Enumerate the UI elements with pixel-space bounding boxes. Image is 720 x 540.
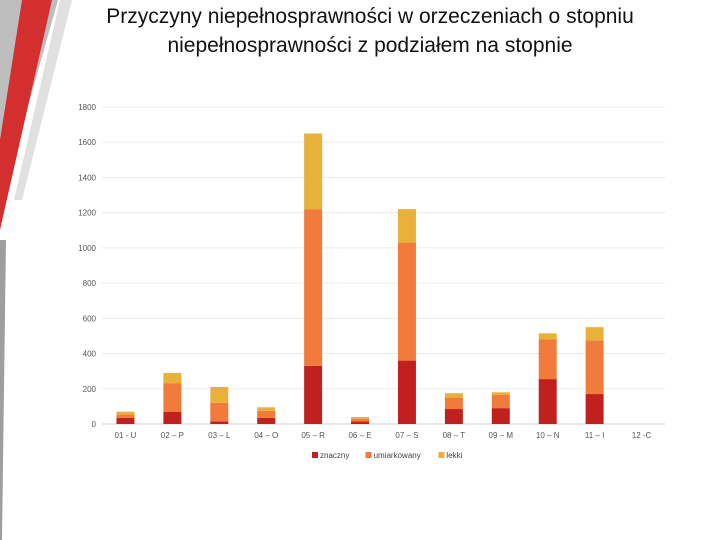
bar-segment-lekki	[257, 407, 276, 411]
bar-segment-znaczny	[351, 421, 370, 424]
bar-segment-umiarkowany	[351, 418, 370, 422]
y-tick-label: 1600	[78, 138, 96, 147]
bar-segment-lekki	[444, 393, 463, 398]
bar-segment-lekki	[351, 416, 370, 419]
y-tick-label: 1000	[78, 244, 96, 253]
bar-segment-znaczny	[444, 409, 463, 424]
bar-segment-lekki	[210, 387, 229, 403]
bar-segment-lekki	[491, 392, 510, 395]
decor-stripe-red	[0, 0, 52, 230]
bar-segment-umiarkowany	[163, 383, 182, 412]
x-tick-label: 12 -C	[632, 431, 652, 440]
y-tick-label: 800	[83, 279, 97, 288]
decor-stripe-light	[14, 0, 72, 200]
slide-title: Przyczyny niepełnosprawności w orzeczeni…	[106, 5, 634, 57]
bar-segment-znaczny	[538, 379, 557, 424]
decor-stripe-left	[0, 240, 6, 540]
x-tick-label: 03 – L	[208, 431, 231, 440]
legend-swatch	[438, 452, 445, 458]
x-tick-label: 01 - U	[115, 431, 137, 440]
bar-segment-lekki	[538, 333, 557, 340]
bar-segment-znaczny	[491, 408, 510, 424]
legend-label: znaczny	[320, 451, 349, 460]
bar-segment-umiarkowany	[116, 414, 135, 418]
bar-segment-umiarkowany	[585, 340, 604, 395]
y-tick-label: 200	[83, 385, 97, 394]
bar-segment-umiarkowany	[257, 410, 276, 418]
x-tick-label: 02 – P	[161, 431, 184, 440]
bar-segment-umiarkowany	[538, 339, 557, 380]
bar-segment-umiarkowany	[210, 402, 229, 422]
x-tick-label: 09 – M	[489, 431, 514, 440]
x-tick-label: 11 – I	[585, 431, 604, 440]
y-tick-label: 1800	[78, 103, 96, 112]
bar-segment-umiarkowany	[397, 242, 416, 361]
legend-swatch	[312, 452, 318, 458]
x-tick-label: 10 – N	[536, 431, 560, 440]
legend-label: umiarkowany	[374, 451, 421, 460]
y-tick-label: 600	[83, 314, 97, 323]
bar-segment-znaczny	[304, 365, 323, 424]
x-tick-label: 07 – S	[395, 431, 418, 440]
y-tick-label: 0	[92, 420, 97, 429]
bar-segment-lekki	[397, 209, 416, 243]
x-tick-label: 05 – R	[301, 431, 325, 440]
legend-swatch	[365, 452, 372, 458]
bar-segment-umiarkowany	[304, 209, 323, 366]
bar-segment-umiarkowany	[491, 394, 510, 409]
bar-segment-znaczny	[116, 417, 135, 424]
x-tick-label: 06 – E	[348, 431, 371, 440]
y-tick-label: 1400	[78, 173, 96, 182]
y-tick-label: 1200	[78, 209, 96, 218]
legend-label: lekki	[446, 451, 462, 460]
bar-segment-znaczny	[397, 360, 416, 424]
bar-segment-lekki	[163, 372, 182, 384]
bar-segment-znaczny	[257, 417, 276, 424]
bar-segment-znaczny	[210, 421, 229, 424]
bar-segment-znaczny	[163, 411, 182, 424]
bar-segment-umiarkowany	[444, 397, 463, 410]
bar-segment-lekki	[116, 411, 135, 415]
y-tick-label: 400	[83, 350, 97, 359]
bar-segment-lekki	[304, 133, 323, 210]
bar-segment-znaczny	[585, 394, 604, 424]
x-tick-label: 04 – O	[254, 431, 278, 440]
x-tick-label: 08 – T	[443, 431, 466, 440]
bar-segment-lekki	[585, 327, 604, 341]
